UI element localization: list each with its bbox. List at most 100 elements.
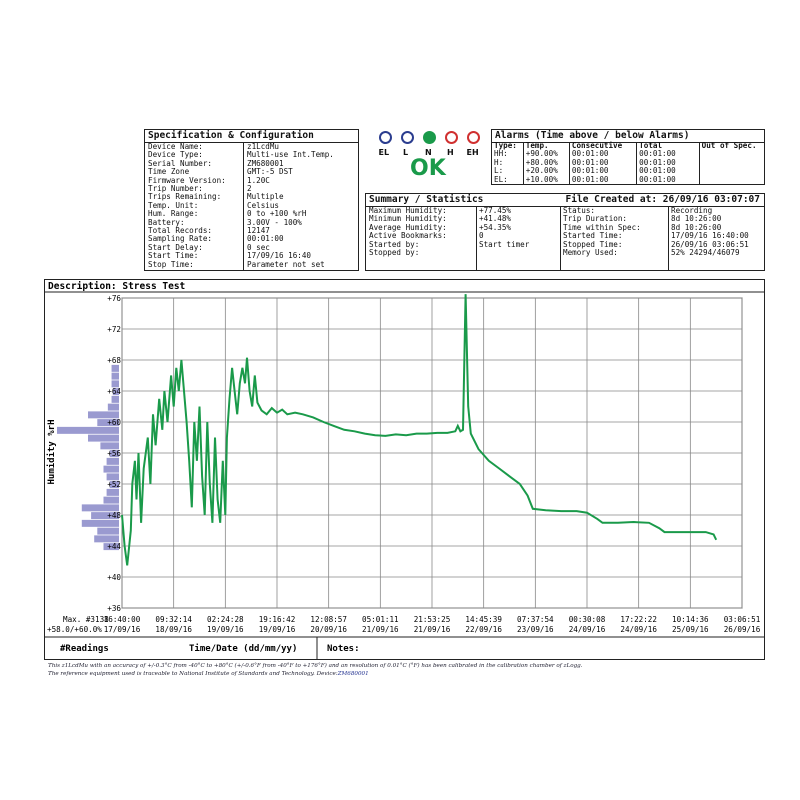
calibration-footer: This z1LcdMu with an accuracy of +/-0.3°… [48, 662, 583, 678]
alarm-cell-2-3: 00:01:00 [636, 166, 700, 176]
x-tick-date: 19/09/16 [207, 625, 244, 634]
alarm-cell-0-3: 00:01:00 [636, 149, 700, 159]
level-label-h: H [447, 148, 454, 157]
alarm-cell-3-1: +10.00% [523, 175, 570, 185]
y-tick-label: +40 [107, 573, 121, 582]
spec-value-7: Celsius [247, 200, 280, 210]
y-tick-label: +52 [107, 480, 121, 489]
spec-value-5: 2 [247, 184, 252, 194]
y-tick-label: +48 [107, 511, 121, 520]
spec-key-2: Serial Number: [148, 158, 213, 168]
notes-label: Notes: [327, 644, 360, 654]
alarm-cell-1-0: H: [492, 158, 524, 168]
summary-divider-1 [476, 206, 477, 270]
spec-value-11: 00:01:00 [247, 234, 284, 244]
histogram-bar [111, 372, 119, 380]
summary-left-value-4: Start timer [479, 239, 530, 249]
spec-key-7: Temp. Unit: [148, 200, 199, 210]
x-tick-time: 14:45:39 [465, 615, 502, 624]
x-tick-time: 00:30:08 [569, 615, 606, 624]
spec-panel: Specification & Configuration Device Nam… [144, 129, 359, 271]
spec-value-3: GMT:-5 DST [247, 167, 293, 177]
summary-divider-2 [560, 206, 561, 270]
footer-line-2: The reference equipment used is traceabl… [48, 670, 583, 678]
spec-value-1: Multi-use Int.Temp. [247, 150, 334, 160]
y-tick-label: +68 [107, 356, 121, 365]
summary-left-key-2: Average Humidity: [369, 222, 447, 232]
histogram-bar [88, 434, 119, 442]
spec-value-2: ZM680001 [247, 158, 284, 168]
spec-key-5: Trip Number: [148, 184, 203, 194]
summary-left-value-0: +77.45% [479, 206, 512, 215]
spec-values: z1LcdMu Multi-use Int.Temp. ZM680001 GMT:-5… [247, 142, 334, 269]
spec-key-6: Trips Remaining: [148, 192, 222, 202]
alarm-cell-2-0: L: [492, 166, 524, 176]
alarm-cell-3-0: EL: [492, 175, 524, 185]
max-label: Max. #3138 [63, 615, 109, 624]
histogram-bar [106, 473, 119, 481]
x-tick-date: 25/09/16 [672, 625, 709, 634]
spec-key-0: Device Name: [148, 142, 203, 151]
histogram-bar [112, 388, 119, 396]
summary-right-key-0: Status: [563, 206, 596, 215]
x-tick-time: 12:08:57 [310, 615, 347, 624]
level-label-n: N [425, 148, 432, 157]
alarm-row: H: +80.00% 00:01:00 00:01:00 [492, 158, 764, 168]
footer-line-2-text: The reference equipment used is traceabl… [48, 671, 338, 677]
x-tick-date: 23/09/16 [517, 625, 554, 634]
spec-key-4: Firmware Version: [148, 175, 226, 185]
level-label-l: L [403, 148, 409, 157]
histogram-bar [94, 535, 119, 543]
histogram-bar [88, 411, 119, 419]
y-tick-label: +60 [107, 418, 121, 427]
histogram-bar [109, 450, 119, 458]
x-tick-time: 17:22:22 [620, 615, 657, 624]
alarm-cell-1-2: 00:01:00 [569, 158, 638, 168]
max-value: +58.0/+60.0% [47, 625, 102, 634]
alarm-cell-3-2: 00:01:00 [569, 175, 638, 185]
x-tick-time: 05:01:11 [362, 615, 399, 624]
y-axis-label: Humidity %rH [46, 419, 57, 484]
y-tick-label: +36 [107, 604, 121, 613]
spec-key-3: Time Zone [148, 167, 190, 177]
alarms-panel: Alarms (Time above / below Alarms) Type:… [491, 129, 765, 185]
histogram-bar [111, 395, 119, 403]
level-circle-n [423, 131, 436, 144]
histogram-bar [111, 364, 119, 372]
summary-right-key-2: Time within Spec: [563, 222, 641, 232]
level-circle-el [379, 131, 392, 144]
y-tick-label: +72 [107, 325, 121, 334]
x-tick-date: 26/09/16 [724, 625, 761, 634]
x-tick-date: 24/09/16 [569, 625, 606, 634]
level-label-el: EL [378, 148, 390, 157]
status-ok: OK [410, 156, 446, 181]
alarm-header-4: Out of Spec. [701, 141, 757, 150]
summary-right-value-1: 8d 10:26:00 [671, 214, 722, 224]
spec-value-6: Multiple [247, 192, 284, 202]
alarm-cell-0-1: +90.00% [523, 149, 570, 159]
x-tick-time: 19:16:42 [259, 615, 296, 624]
x-tick-date: 22/09/16 [465, 625, 502, 634]
alarm-row: EL: +10.00% 00:01:00 00:01:00 [492, 175, 764, 185]
spec-value-14: Parameter not set [247, 259, 325, 269]
x-tick-date: 19/09/16 [259, 625, 296, 634]
x-tick-date: 20/09/16 [310, 625, 347, 634]
summary-right-value-3: 17/09/16 16:40:00 [671, 231, 749, 241]
level-circle-eh [467, 131, 480, 144]
spec-value-0: z1LcdMu [247, 142, 280, 151]
alarm-cell-1-3: 00:01:00 [636, 158, 700, 168]
spec-value-13: 17/09/16 16:40 [247, 251, 312, 261]
spec-value-4: 1.20C [247, 175, 270, 185]
spec-key-1: Device Type: [148, 150, 203, 160]
alarm-cell-1-1: +80.00% [523, 158, 570, 168]
alarm-cell-2-1: +20.00% [523, 166, 570, 176]
readings-label: #Readings [60, 643, 109, 654]
level-label-eh: EH [466, 148, 479, 157]
spec-title: Specification & Configuration [145, 130, 358, 143]
spec-key-13: Start Time: [148, 251, 199, 261]
spec-key-10: Total Records: [148, 226, 213, 236]
summary-left-value-1: +41.48% [479, 214, 512, 224]
summary-left-key-4: Started by: [369, 239, 420, 249]
histogram-bar [106, 457, 119, 465]
